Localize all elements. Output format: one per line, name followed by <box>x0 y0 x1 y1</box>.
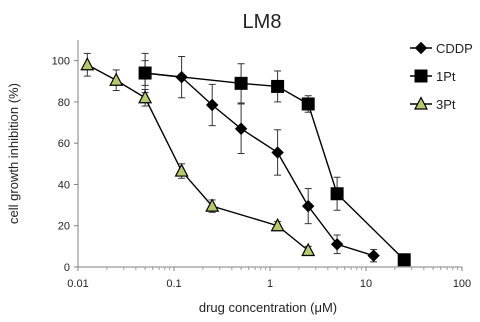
data-point-3pt <box>205 198 220 212</box>
legend-label: 3Pt <box>436 97 456 112</box>
x-tick-label: 10 <box>360 278 372 290</box>
y-axis-title: cell growth inhibition (%) <box>6 83 21 224</box>
y-tick-label: 80 <box>58 97 70 109</box>
legend-label: 1Pt <box>436 69 456 84</box>
data-point-1pt <box>138 66 152 80</box>
data-point-1pt <box>271 79 285 93</box>
data-point-1pt <box>397 253 411 267</box>
x-ticks: 0.01 0.1 1 10 100 <box>67 267 471 290</box>
legend-item-cddp: CDDP <box>410 41 473 56</box>
series-3pt <box>80 52 316 257</box>
data-point-3pt <box>138 89 153 104</box>
data-point-cddp <box>234 122 248 135</box>
legend-label: CDDP <box>436 41 473 56</box>
legend: CDDP 1Pt 3Pt <box>410 41 473 112</box>
x-tick-label: 100 <box>453 278 471 290</box>
data-point-cddp <box>367 249 380 262</box>
data-point-cddp <box>330 238 344 251</box>
data-point-3pt <box>109 72 124 86</box>
legend-item-1pt: 1Pt <box>410 69 456 84</box>
data-point-cddp <box>271 146 284 159</box>
y-tick-label: 100 <box>52 56 70 68</box>
series-1pt <box>138 52 411 267</box>
y-tick-label: 40 <box>58 179 70 191</box>
data-point-1pt <box>330 187 344 201</box>
data-point-3pt <box>80 56 95 71</box>
data-point-3pt <box>174 163 189 177</box>
data-point-1pt <box>301 97 315 111</box>
data-point-3pt <box>301 242 316 257</box>
y-tick-label: 20 <box>58 221 70 233</box>
data-point-cddp <box>301 199 315 213</box>
legend-marker <box>414 41 428 55</box>
series-line-1pt <box>145 72 405 261</box>
series-line-cddp <box>145 72 374 257</box>
chart-title: LM8 <box>243 11 282 33</box>
legend-marker <box>414 69 428 83</box>
legend-item-3pt: 3Pt <box>410 96 456 112</box>
y-tick-label: 60 <box>58 138 70 150</box>
x-axis-title: drug concentration (μM) <box>199 300 337 315</box>
x-tick-label: 1 <box>267 278 273 290</box>
series-layer <box>80 52 411 267</box>
data-point-cddp <box>205 98 219 112</box>
y-tick-label: 0 <box>64 262 70 274</box>
legend-marker <box>414 96 428 110</box>
axes <box>77 40 462 268</box>
x-tick-label: 0.1 <box>166 278 181 290</box>
y-ticks: 0 20 40 60 80 100 <box>52 56 78 274</box>
x-tick-label: 0.01 <box>67 278 88 290</box>
data-point-3pt <box>270 217 285 232</box>
data-point-1pt <box>234 76 248 90</box>
